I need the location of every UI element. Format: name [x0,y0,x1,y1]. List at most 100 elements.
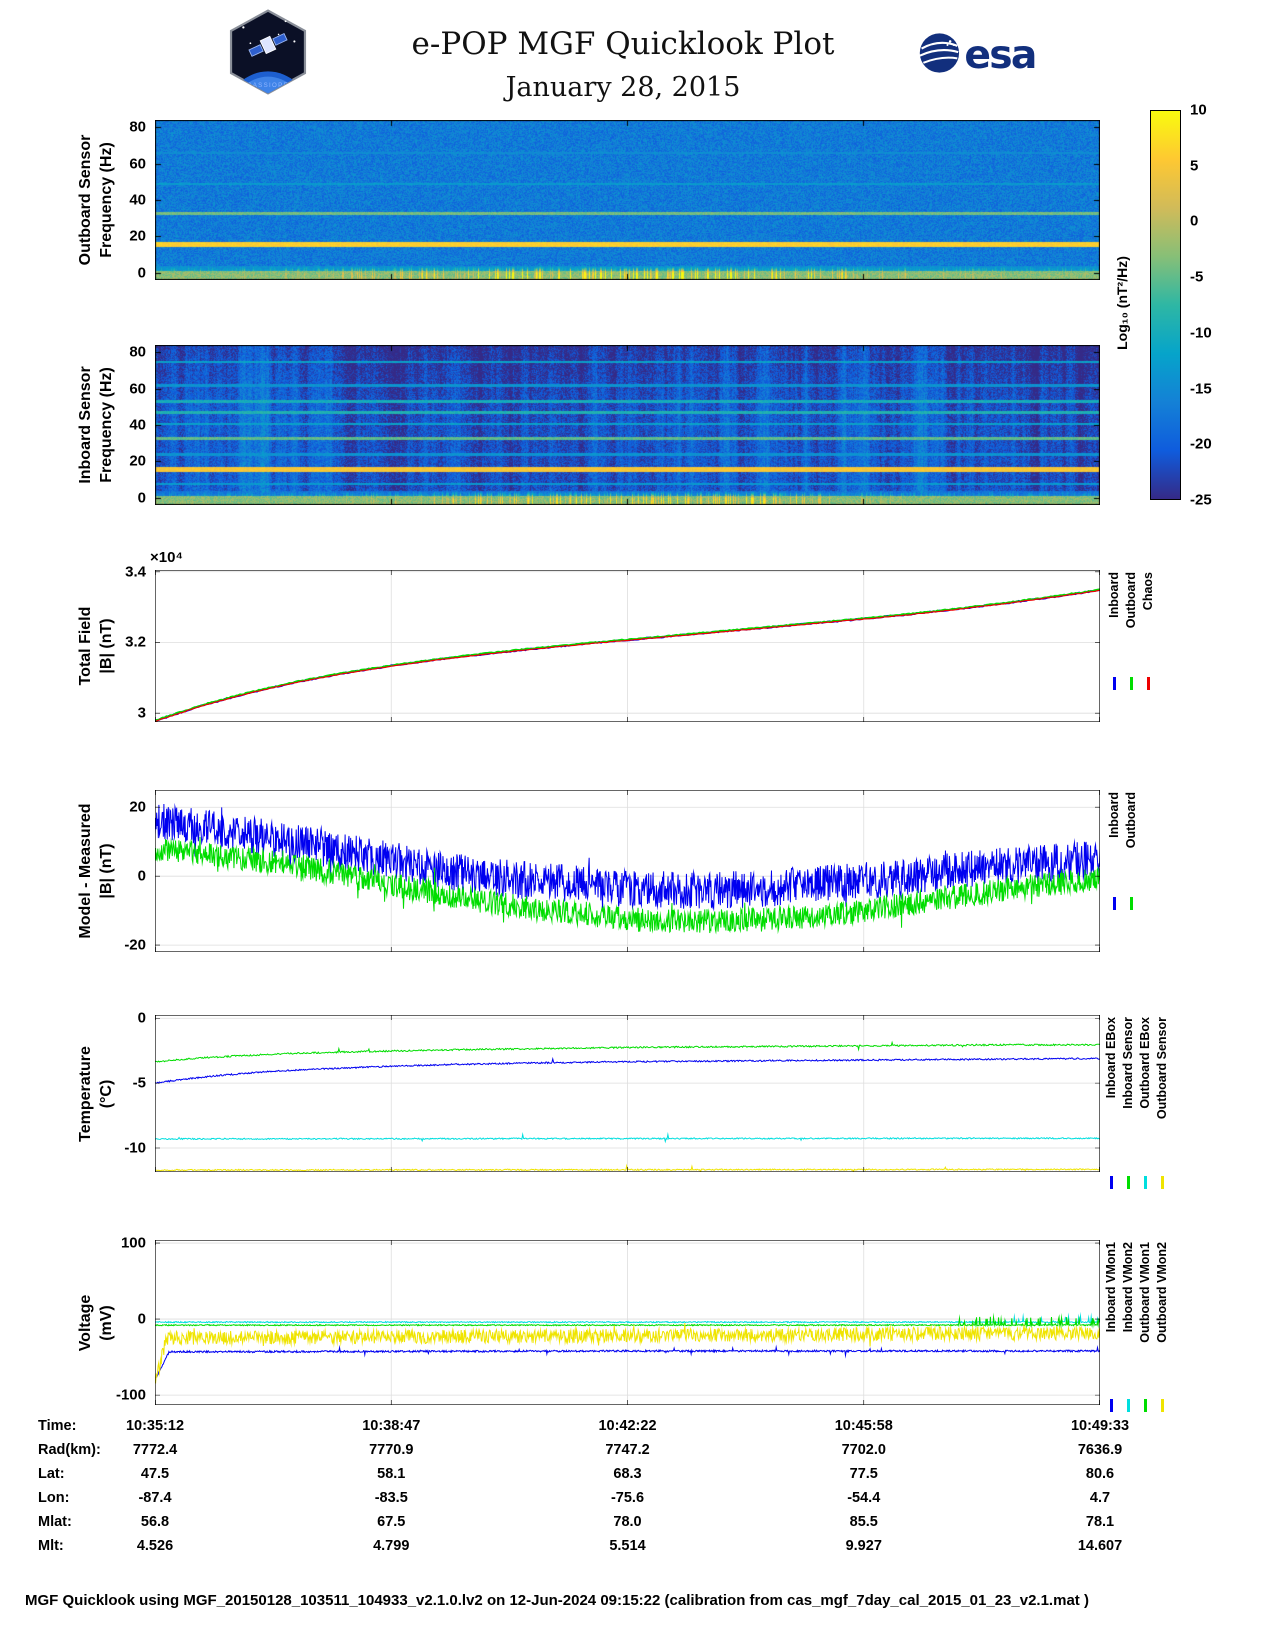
table-cell: 4.526 [136,1538,174,1554]
table-cell: 4.799 [373,1538,410,1554]
colorbar-tick-label: -5 [1190,268,1204,286]
table-cell: -87.4 [138,1490,172,1506]
table-cell: 5.514 [609,1538,646,1554]
y-tick-label: 100 [120,1234,146,1252]
table-cell: 78.0 [613,1514,642,1530]
legend-color-dash [1126,1176,1130,1189]
legend-label: Inboard [1107,792,1121,838]
legend-item: Inboard [1107,792,1121,910]
legend-item: Chaos [1141,572,1155,690]
y-tick-label: 0 [137,489,146,507]
table-cell: 77.5 [849,1466,878,1482]
colorbar-tick-label: -20 [1190,435,1212,453]
total-field-legend: Inboard Outboard Chaos [1107,572,1155,690]
legend-item: Inboard [1107,572,1121,690]
y-tick-label: 0 [137,264,146,282]
table-cell: 9.927 [845,1538,882,1554]
footer-caption: MGF Quicklook using MGF_20150128_103511_… [25,1592,1089,1609]
legend-item: Inboard EBox [1104,1017,1118,1189]
legend-color-dash [1109,1399,1113,1412]
legend-item: Outboard [1124,572,1138,690]
table-cell: 7770.9 [369,1442,414,1458]
y-tick-label: 0 [137,1009,146,1027]
y-tick-label: 3.4 [125,563,146,581]
y-tick-label: 20 [129,798,146,816]
esa-logo-icon: esa [919,33,1037,78]
y-tick-label: 3.2 [125,633,146,651]
table-cell: 85.5 [849,1514,878,1530]
table-row-label: Lon: [38,1490,70,1506]
table-cell: -75.6 [610,1490,645,1506]
table-cell: 80.6 [1085,1466,1115,1482]
y-tick-label: -20 [124,936,146,954]
model-minus-measured-legend: Inboard Outboard [1107,792,1138,910]
y-tick-label: 0 [137,1310,146,1328]
table-row-label: Lat: [38,1466,65,1482]
table-cell: 10:42:22 [598,1418,657,1434]
colorbar-tick-label: 0 [1190,212,1199,230]
y-tick-label: 0 [137,867,146,885]
outboard-spectrogram-canvas [155,120,1100,280]
table-cell: 56.8 [140,1514,170,1530]
satellite-icon [248,33,288,57]
axis-scale-multiplier: ×10⁴ [150,549,183,566]
legend-label: Inboard VMon1 [1104,1242,1118,1333]
colorbar-tick-label: -15 [1190,380,1212,398]
table-cell: 47.5 [140,1466,170,1482]
legend-label: Inboard EBox [1104,1017,1118,1099]
legend-label: Outboard [1124,572,1138,629]
inboard-spectrogram-canvas [155,345,1100,505]
table-cell: 58.1 [377,1466,406,1482]
y-tick-label: 60 [129,155,146,173]
legend-item: Inboard VMon2 [1121,1242,1135,1412]
legend-item: Outboard VMon2 [1155,1242,1169,1412]
colorbar-tick-label: 5 [1190,157,1199,175]
legend-label: Outboard VMon1 [1138,1242,1152,1343]
table-cell: 10:35:12 [125,1418,185,1434]
table-cell: -83.5 [374,1490,408,1506]
legend-color-dash [1160,1399,1164,1412]
total-field-canvas [155,570,1100,722]
table-cell: 67.5 [377,1514,406,1530]
legend-color-dash [1129,677,1133,690]
table-cell: -54.4 [847,1490,881,1506]
model-minus-measured-canvas [155,790,1100,952]
y-tick-label: 40 [129,191,146,209]
table-cell: 7636.9 [1077,1442,1123,1458]
legend-label: Inboard [1107,572,1121,618]
legend-label: Inboard VMon2 [1121,1242,1135,1333]
y-tick-label: 80 [129,343,146,361]
table-cell: 68.3 [613,1466,642,1482]
table-cell: 10:49:33 [1070,1418,1130,1434]
legend-color-dash [1160,1176,1164,1189]
colorbar [1150,110,1181,500]
legend-item: Inboard VMon1 [1104,1242,1118,1412]
table-row-label: Mlat: [38,1514,72,1530]
colorbar-tick-label: -10 [1190,324,1212,342]
colorbar-label: Log₁₀ (nT²/Hz) [1114,256,1130,350]
table-cell: 10:45:58 [834,1418,893,1434]
cassiope-patch-icon: CASSIOPE [229,9,307,95]
y-tick-label: 60 [129,380,146,398]
temperature-canvas [155,1015,1100,1172]
legend-color-dash [1126,1399,1130,1412]
y-tick-label: 80 [129,118,146,136]
y-tick-label: 3 [137,704,146,722]
legend-color-dash [1129,897,1133,910]
temperature-legend: Inboard EBox Inboard Sensor Outboard EBox O… [1104,1017,1169,1189]
y-tick-label: 20 [129,452,146,470]
y-tick-label: 40 [129,416,146,434]
table-cell: 7747.2 [605,1442,650,1458]
esa-wordmark: esa [964,33,1035,78]
table-row-label: Time: [38,1418,77,1434]
y-tick-label: -100 [115,1386,146,1404]
table-cell: 10:38:47 [362,1418,421,1434]
legend-color-dash [1112,897,1116,910]
legend-color-dash [1143,1176,1147,1189]
table-cell: 4.7 [1089,1490,1111,1506]
cassiope-mission-patch: CASSIOPE [222,8,314,96]
y-tick-label: 20 [129,227,146,245]
y-tick-label: -10 [124,1139,146,1157]
legend-item: Inboard Sensor [1121,1017,1135,1189]
